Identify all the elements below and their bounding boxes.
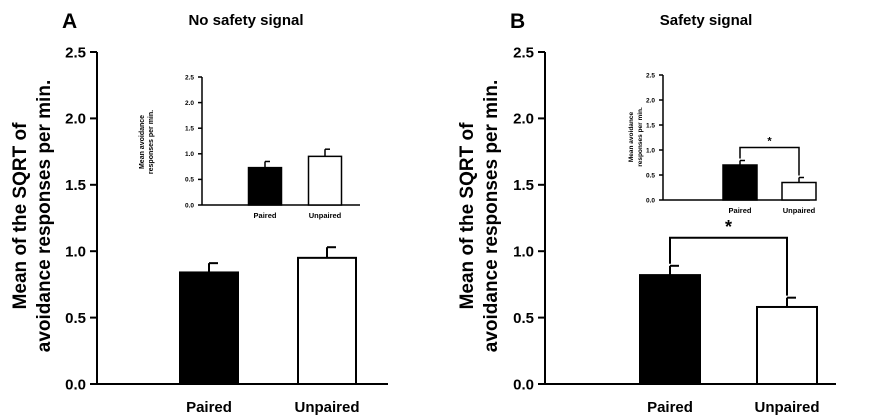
y-tick-label: 1.5 xyxy=(646,122,655,129)
panel-a-ylabel-line2: avoidance responses per min. xyxy=(34,80,55,352)
y-tick-label: 0.0 xyxy=(65,376,86,393)
bar-unpaired xyxy=(307,155,343,206)
bar-paired xyxy=(247,166,283,206)
panel-b-title: Safety signal xyxy=(660,12,753,29)
category-label: Unpaired xyxy=(783,206,816,215)
y-tick-label: 1.0 xyxy=(185,151,194,158)
panel-a-ylabel-line1: Mean of the SQRT of xyxy=(10,122,31,310)
y-tick-label: 2.0 xyxy=(646,97,655,104)
significance-bracket xyxy=(739,146,800,176)
panel-b-inset-chart: 0.0 0.5 1.0 1.5 2.0 2.5 Paired Unpaired * xyxy=(646,72,817,215)
bar-paired xyxy=(639,274,701,385)
bar-paired xyxy=(722,164,758,201)
y-tick-label: 1.0 xyxy=(646,147,655,154)
y-tick-label: 1.5 xyxy=(65,177,86,194)
panel-a-title: No safety signal xyxy=(188,12,303,29)
y-tick-label: 2.0 xyxy=(513,111,534,128)
bar-paired xyxy=(179,271,239,385)
y-tick-label: 0.5 xyxy=(65,310,86,327)
y-tick-label: 0.5 xyxy=(185,177,194,184)
y-tick-label: 2.5 xyxy=(646,72,655,79)
y-tick-label: 2.0 xyxy=(65,111,86,128)
panel-a-inset-ylabel-line1: Mean avoidance xyxy=(139,115,146,169)
significance-star: * xyxy=(725,217,732,237)
bar-unpaired xyxy=(781,181,817,201)
panel-b-inset-ylabel-line1: Mean avoidance xyxy=(628,112,635,163)
y-tick-label: 1.5 xyxy=(513,177,534,194)
category-label: Unpaired xyxy=(309,211,342,220)
y-tick-label: 0.0 xyxy=(513,376,534,393)
panel-b-inset-ylabel-line2: responses per min. xyxy=(637,107,644,167)
panel-a-inset-chart: 0.0 0.5 1.0 1.5 2.0 2.5 Paired Unpaired xyxy=(185,74,360,220)
panel-a-chart: 0.0 0.5 1.0 1.5 2.0 2.5 Paired Unpaired xyxy=(65,44,388,416)
y-tick-label: 0.0 xyxy=(185,202,194,209)
panel-b-ylabel-line1: Mean of the SQRT of xyxy=(457,122,478,310)
panel-a-inset-ylabel-line2: responses per min. xyxy=(148,110,155,174)
panel-b-letter: B xyxy=(510,10,525,33)
category-label: Paired xyxy=(729,206,752,215)
significance-bracket xyxy=(669,236,788,296)
panel-b-chart: 0.0 0.5 1.0 1.5 2.0 2.5 Paired Unpaired * xyxy=(513,44,836,416)
bar-unpaired xyxy=(756,305,818,386)
category-label: Paired xyxy=(186,399,232,416)
category-label: Paired xyxy=(254,211,277,220)
panel-b-ylabel-line2: avoidance responses per min. xyxy=(481,80,502,352)
bar-unpaired xyxy=(297,256,357,385)
y-tick-label: 0.0 xyxy=(646,197,655,204)
y-tick-label: 0.5 xyxy=(513,310,534,327)
y-tick-label: 1.0 xyxy=(513,243,534,260)
y-tick-label: 2.5 xyxy=(513,44,534,61)
y-tick-label: 2.5 xyxy=(65,44,86,61)
y-tick-label: 1.5 xyxy=(185,125,194,132)
y-tick-label: 2.0 xyxy=(185,100,194,107)
significance-star: * xyxy=(767,136,772,148)
category-label: Unpaired xyxy=(754,399,819,416)
y-tick-label: 1.0 xyxy=(65,243,86,260)
category-label: Paired xyxy=(647,399,693,416)
category-label: Unpaired xyxy=(294,399,359,416)
y-tick-label: 0.5 xyxy=(646,172,655,179)
y-tick-label: 2.5 xyxy=(185,74,194,81)
panel-a-letter: A xyxy=(62,10,77,33)
